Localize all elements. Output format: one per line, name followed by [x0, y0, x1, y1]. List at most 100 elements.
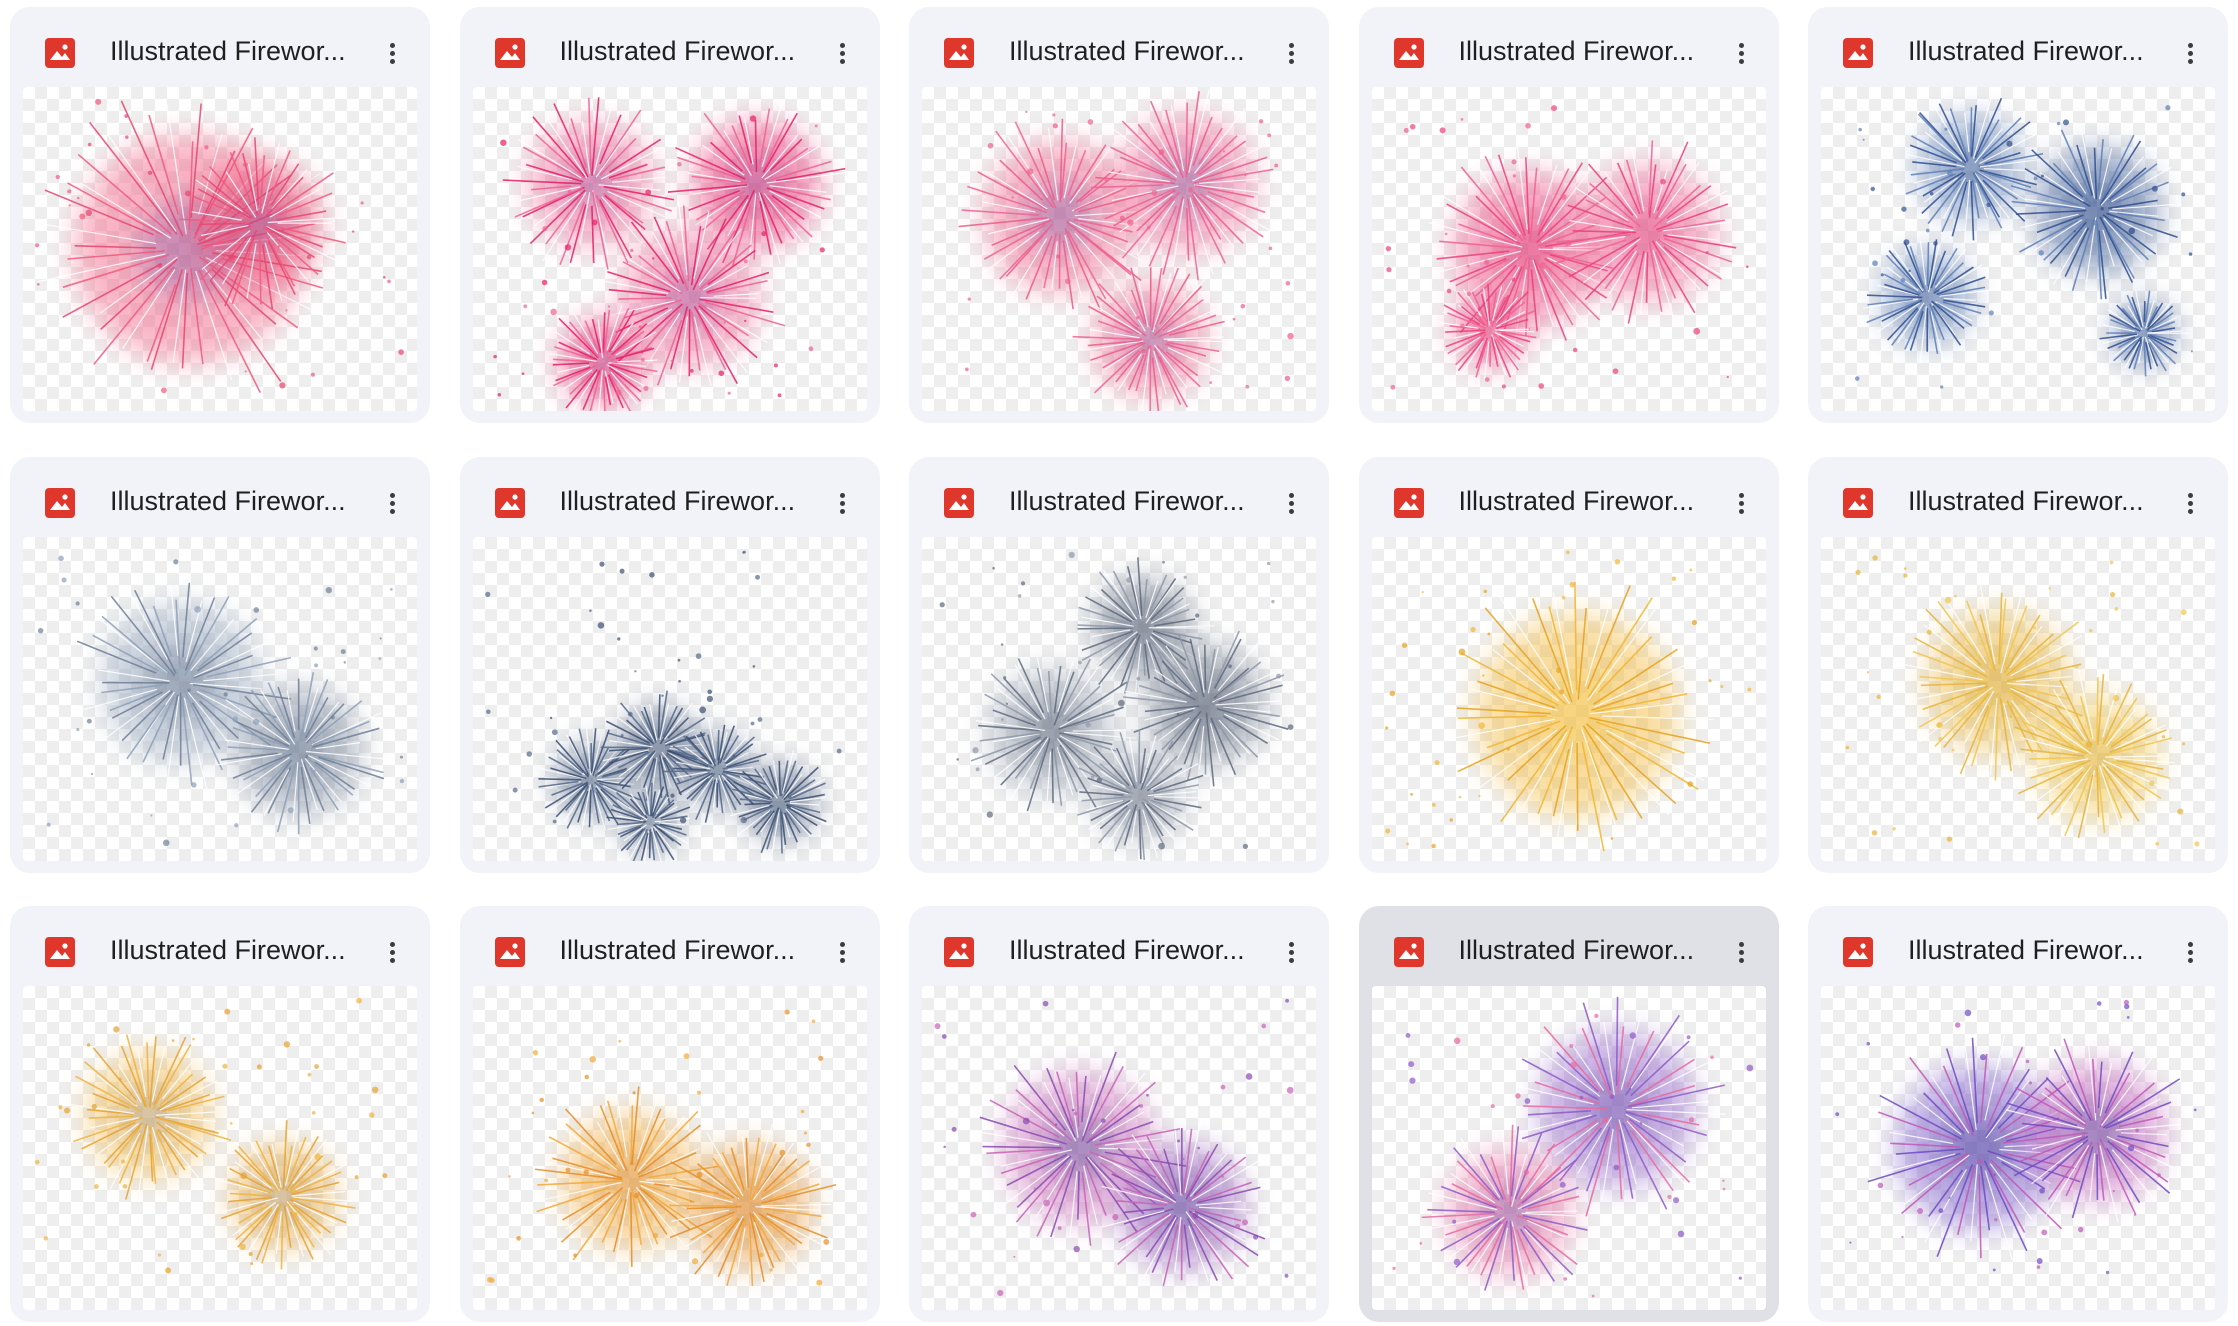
file-thumbnail[interactable] — [23, 87, 417, 411]
file-thumbnail[interactable] — [23, 986, 417, 1310]
file-card-header: Illustrated Firewor... — [909, 457, 1329, 537]
file-card[interactable]: Illustrated Firewor... — [10, 7, 430, 423]
firework-burst — [548, 304, 658, 411]
file-card[interactable]: Illustrated Firewor... — [1808, 7, 2228, 423]
file-name: Illustrated Firewor... — [1908, 36, 2144, 66]
file-card-header: Illustrated Firewor... — [1808, 906, 2228, 986]
more-options-button[interactable] — [1721, 33, 1761, 73]
file-thumbnail[interactable] — [472, 87, 867, 411]
firework-burst — [1077, 729, 1204, 860]
more-options-button[interactable] — [2170, 932, 2210, 972]
file-card-header: Illustrated Firewor... — [460, 457, 880, 537]
file-card[interactable]: Illustrated Firewor... — [1358, 456, 1779, 873]
firework-burst — [662, 717, 767, 823]
firework-burst — [1077, 556, 1215, 694]
firework-burst — [600, 690, 715, 805]
more-options-button[interactable] — [822, 33, 862, 73]
file-thumbnail[interactable] — [1371, 87, 1766, 411]
file-card[interactable]: Illustrated Firewor... — [459, 7, 880, 423]
file-thumbnail[interactable] — [1821, 536, 2215, 861]
file-card-header: Illustrated Firewor... — [909, 7, 1329, 87]
file-name: Illustrated Firewor... — [1458, 935, 1695, 965]
file-card[interactable]: Illustrated Firewor... — [459, 456, 880, 873]
file-thumbnail[interactable] — [1821, 87, 2215, 411]
image-file-icon — [1843, 487, 1873, 518]
file-thumbnail[interactable] — [472, 986, 867, 1310]
file-thumbnail[interactable] — [23, 536, 417, 861]
image-file-icon — [45, 937, 75, 967]
more-options-button[interactable] — [822, 932, 862, 972]
file-card-header: Illustrated Firewor... — [1359, 457, 1779, 537]
file-card[interactable]: Illustrated Firewor... — [909, 906, 1329, 1322]
file-card[interactable]: Illustrated Firewor... — [909, 7, 1329, 423]
file-thumbnail[interactable] — [1371, 536, 1766, 861]
file-card-header: Illustrated Firewor... — [460, 906, 880, 986]
firework-burst — [179, 137, 346, 310]
file-card[interactable]: Illustrated Firewor... — [909, 456, 1329, 873]
file-name: Illustrated Firewor... — [1458, 36, 1695, 66]
more-options-button[interactable] — [372, 932, 412, 972]
image-file-icon — [944, 937, 974, 967]
image-file-icon — [944, 487, 974, 518]
firework-burst — [1101, 1119, 1266, 1287]
file-thumbnail[interactable] — [922, 87, 1316, 411]
more-options-button[interactable] — [1271, 932, 1311, 972]
image-file-icon — [944, 38, 974, 68]
more-options-button[interactable] — [1721, 483, 1761, 523]
more-options-button[interactable] — [822, 483, 862, 523]
firework-illustration — [958, 89, 1294, 411]
file-thumbnail[interactable] — [1821, 986, 2215, 1310]
file-card[interactable]: Illustrated Firewor... — [1358, 7, 1779, 423]
firework-burst — [1905, 97, 2047, 244]
image-file-icon — [494, 487, 525, 518]
more-options-button[interactable] — [1721, 932, 1761, 972]
firework-burst — [970, 657, 1137, 811]
file-card-header: Illustrated Firewor... — [460, 7, 880, 87]
file-thumbnail[interactable] — [472, 536, 867, 861]
firework-illustration — [1835, 999, 2197, 1275]
file-name: Illustrated Firewor... — [1908, 935, 2144, 965]
file-card[interactable]: Illustrated Firewor... — [10, 906, 430, 1322]
file-card[interactable]: Illustrated Firewor... — [1808, 456, 2228, 873]
more-options-button[interactable] — [2170, 483, 2210, 523]
firework-burst — [605, 782, 690, 861]
more-options-button[interactable] — [1271, 483, 1311, 523]
image-file-icon — [494, 38, 525, 68]
file-thumbnail[interactable] — [922, 986, 1316, 1310]
more-options-button[interactable] — [372, 33, 412, 73]
firework-burst — [70, 1034, 232, 1200]
firework-burst — [537, 727, 644, 830]
file-card-header: Illustrated Firewor... — [1359, 906, 1779, 986]
image-file-icon — [1393, 38, 1424, 68]
image-file-icon — [494, 937, 525, 967]
firework-burst — [668, 1123, 836, 1287]
file-card-header: Illustrated Firewor... — [909, 906, 1329, 986]
file-name: Illustrated Firewor... — [1908, 485, 2144, 516]
firework-burst — [729, 749, 830, 854]
firework-burst — [958, 118, 1153, 310]
file-name: Illustrated Firewor... — [559, 485, 796, 516]
file-name: Illustrated Firewor... — [1458, 485, 1695, 516]
file-thumbnail[interactable] — [1371, 986, 1766, 1310]
file-card[interactable]: Illustrated Firewor... — [1358, 906, 1779, 1322]
firework-burst — [1862, 239, 1992, 364]
firework-illustration — [1845, 554, 2200, 846]
file-card-header: Illustrated Firewor... — [1359, 7, 1779, 87]
file-name: Illustrated Firewor... — [110, 36, 346, 66]
more-options-button[interactable] — [372, 483, 412, 523]
file-card[interactable]: Illustrated Firewor... — [1808, 906, 2228, 1322]
file-card-header: Illustrated Firewor... — [10, 7, 430, 87]
more-options-button[interactable] — [2170, 33, 2210, 73]
firework-illustration — [939, 551, 1294, 860]
file-card[interactable]: Illustrated Firewor... — [10, 456, 430, 873]
firework-burst — [1072, 267, 1226, 411]
more-options-button[interactable] — [1271, 33, 1311, 73]
file-card-header: Illustrated Firewor... — [1808, 457, 2228, 537]
firework-burst — [217, 671, 389, 834]
firework-burst — [534, 1086, 719, 1267]
file-name: Illustrated Firewor... — [559, 36, 796, 66]
file-card[interactable]: Illustrated Firewor... — [459, 906, 880, 1322]
file-name: Illustrated Firewor... — [1009, 935, 1245, 965]
file-thumbnail[interactable] — [922, 536, 1316, 861]
